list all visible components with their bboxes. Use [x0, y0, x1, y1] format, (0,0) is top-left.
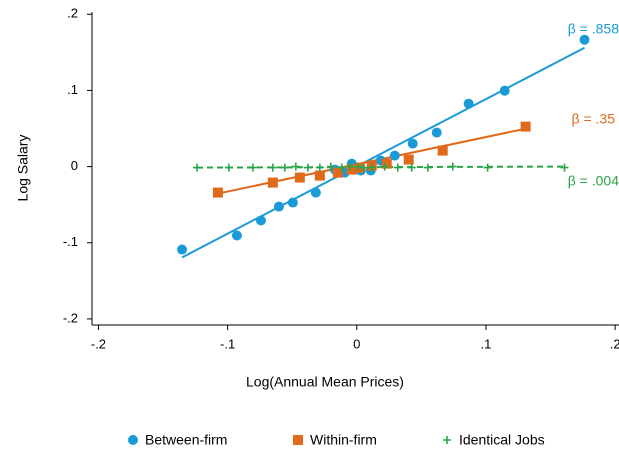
point — [255, 215, 266, 226]
point — [448, 162, 457, 171]
point — [437, 145, 448, 156]
point — [332, 167, 343, 178]
point — [407, 163, 416, 172]
point — [389, 150, 400, 161]
point — [483, 163, 492, 172]
y-tick-label: -.1 — [63, 234, 78, 249]
point — [231, 230, 242, 241]
x-tick-label: -.2 — [91, 336, 106, 351]
point — [314, 170, 325, 181]
y-axis-label: Log Salary — [15, 135, 31, 202]
point — [193, 163, 202, 172]
point — [291, 162, 300, 171]
point — [367, 163, 376, 172]
point — [224, 163, 233, 172]
point — [354, 162, 365, 173]
legend-marker — [293, 435, 303, 445]
point — [294, 172, 305, 183]
point — [520, 121, 531, 132]
x-tick-label: .1 — [481, 336, 492, 351]
x-tick-label: .2 — [610, 336, 619, 351]
point — [403, 154, 414, 165]
annotation: β = .858 — [568, 21, 619, 37]
x-tick-label: -.1 — [220, 336, 235, 351]
legend-label: Within-firm — [310, 432, 377, 448]
point — [463, 98, 474, 109]
point — [337, 163, 346, 172]
point — [407, 138, 418, 149]
legend-label: Identical Jobs — [459, 432, 545, 448]
annotation: β = .004 — [568, 173, 619, 189]
point — [381, 158, 392, 169]
point — [431, 127, 442, 138]
point — [177, 244, 188, 255]
point — [346, 164, 357, 175]
y-tick-label: 0 — [71, 158, 78, 173]
point — [326, 162, 335, 171]
point — [423, 163, 432, 172]
point — [310, 187, 321, 198]
y-tick-label: .2 — [67, 6, 78, 21]
point — [303, 163, 312, 172]
y-tick-label: -.2 — [63, 310, 78, 325]
legend-marker — [128, 435, 138, 445]
fit-line — [181, 46, 585, 259]
point — [287, 197, 298, 208]
point — [268, 163, 277, 172]
legend-marker — [443, 436, 451, 444]
point — [353, 162, 362, 171]
legend-label: Between-firm — [145, 432, 227, 448]
point — [267, 177, 278, 188]
point — [315, 163, 324, 172]
point — [579, 34, 590, 45]
point — [248, 163, 257, 172]
annotation: β = .35 — [572, 111, 616, 127]
x-axis-label: Log(Annual Mean Prices) — [246, 374, 404, 390]
point — [393, 163, 402, 172]
point — [359, 163, 368, 172]
point — [380, 162, 389, 171]
point — [273, 201, 284, 212]
point — [280, 163, 289, 172]
point — [560, 163, 569, 172]
x-tick-label: 0 — [353, 336, 360, 351]
point — [212, 187, 223, 198]
point — [345, 162, 354, 171]
y-tick-label: .1 — [67, 82, 78, 97]
point — [499, 85, 510, 96]
